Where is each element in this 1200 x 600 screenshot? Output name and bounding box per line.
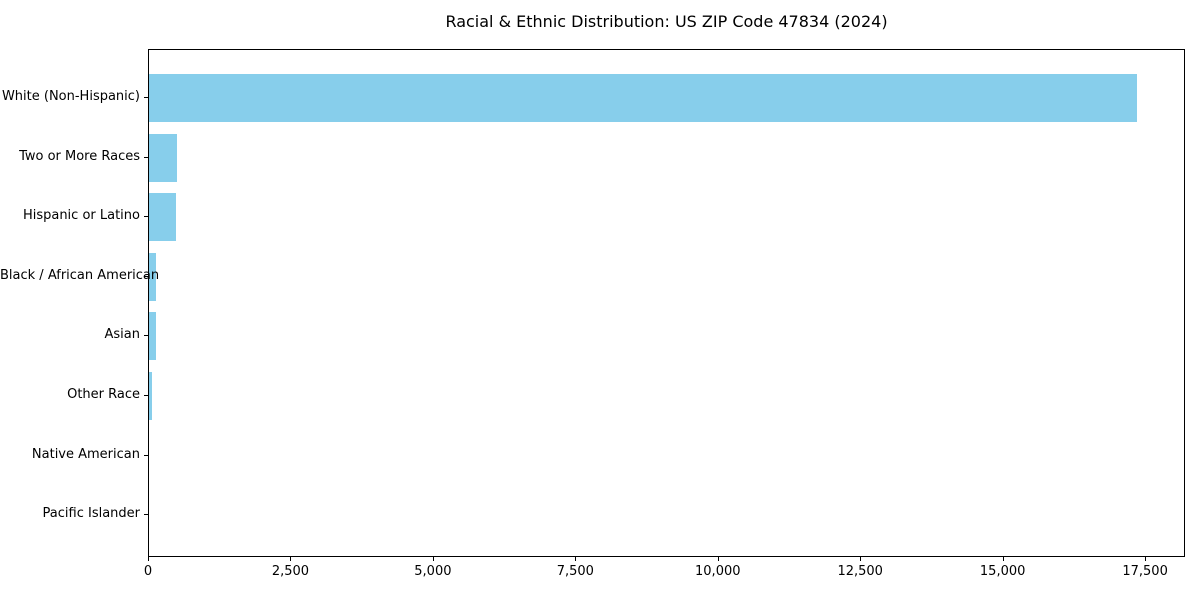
bar-black-african-american [149, 252, 157, 301]
x-tick-mark [717, 557, 719, 561]
x-tick-mark [1145, 557, 1147, 561]
bar-two-or-more-races [149, 133, 178, 182]
y-tick-mark [144, 275, 148, 277]
y-tick-mark [144, 454, 148, 456]
x-tick-label-10000: 10,000 [695, 564, 741, 579]
y-tick-mark [144, 216, 148, 218]
y-axis-label-asian: Asian [104, 327, 140, 343]
y-tick-mark [144, 156, 148, 158]
y-tick-mark [144, 514, 148, 516]
y-axis-label-two-or-more-races: Two or More Races [19, 148, 140, 164]
x-tick-label-5000: 5,000 [414, 564, 452, 579]
y-axis-label-black-african-american: Black / African American [0, 267, 160, 283]
bar-white-non-hispanic [149, 74, 1137, 122]
y-tick-mark [144, 395, 148, 396]
x-tick-label-7500: 7,500 [556, 564, 594, 579]
chart-title: Racial & Ethnic Distribution: US ZIP Cod… [445, 12, 888, 31]
y-axis-label-native-american: Native American [31, 446, 140, 462]
y-tick-mark [144, 335, 148, 337]
y-axis-label-pacific-islander: Pacific Islander [42, 506, 140, 522]
x-tick-label-12500: 12,500 [837, 564, 883, 579]
bar-hispanic-or-latino [149, 193, 177, 242]
x-tick-label-17500: 17,500 [1122, 564, 1168, 579]
x-tick-mark [860, 557, 862, 561]
y-axis-label-white-non-hispanic: White (Non-Hispanic) [1, 89, 140, 104]
bar-other-race [149, 372, 152, 420]
bar-asian [149, 312, 157, 361]
x-tick-label-15000: 15,000 [979, 564, 1026, 579]
y-axis-label-other-race: Other Race [67, 387, 140, 402]
x-tick-label-2500: 2,500 [271, 564, 310, 579]
x-tick-label-0: 0 [143, 564, 153, 579]
x-tick-mark [575, 557, 577, 561]
x-tick-mark [290, 557, 292, 561]
y-axis-label-hispanic-or-latino: Hispanic or Latino [22, 208, 140, 224]
x-tick-mark [1002, 557, 1004, 561]
x-tick-mark [432, 557, 434, 561]
x-tick-mark [148, 557, 149, 561]
plot-area [148, 49, 1185, 557]
y-tick-mark [144, 97, 148, 98]
